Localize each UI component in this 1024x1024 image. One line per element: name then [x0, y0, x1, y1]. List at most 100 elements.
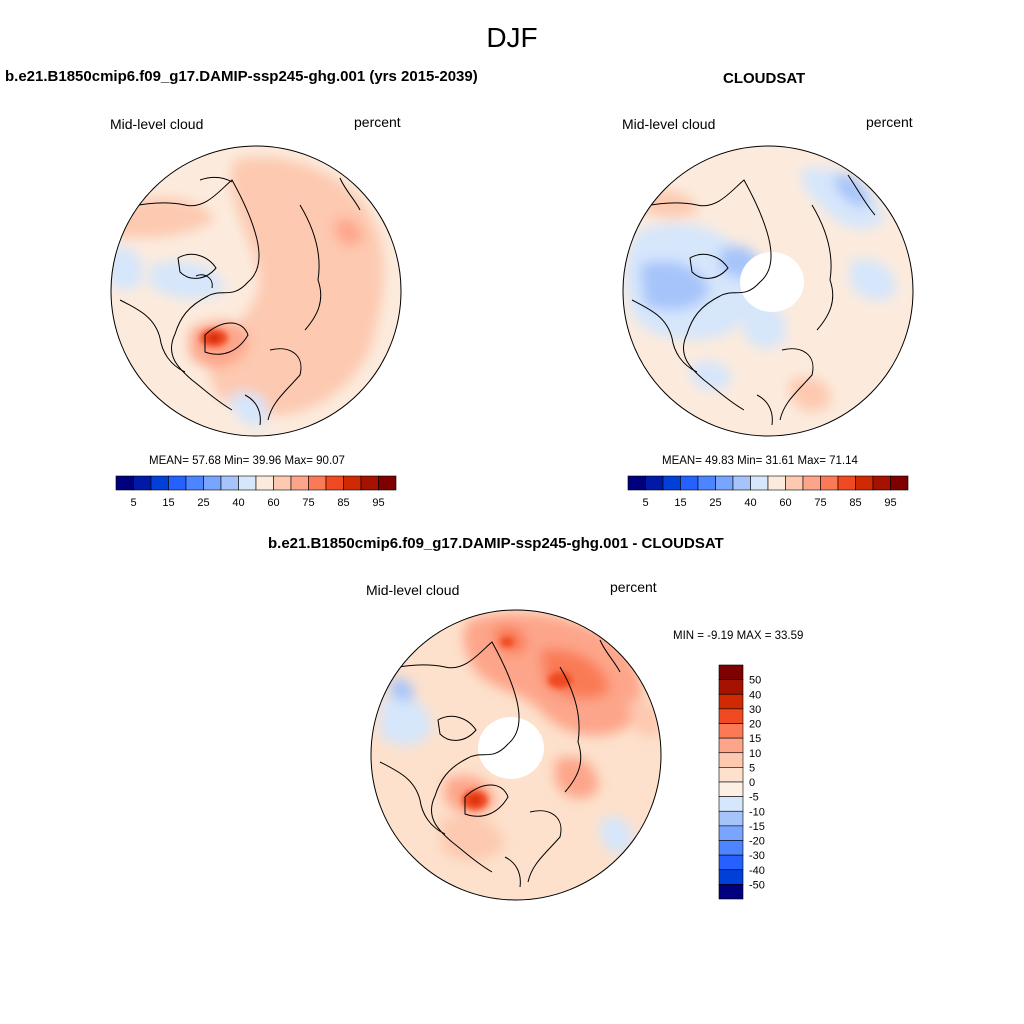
panel2-coastlines	[626, 174, 876, 426]
panel2-colorbar-box	[855, 475, 874, 491]
panel1-stats: MEAN= 57.68 Min= 39.96 Max= 90.07	[149, 455, 345, 467]
panel3-colorbar-tick-label: 0	[749, 777, 755, 789]
figure-title: DJF	[486, 22, 538, 53]
panel1-colorbar-tick-label: 40	[232, 497, 244, 509]
panel2-colorbar-box	[697, 475, 716, 491]
panel3-colorbar-tick-label: 20	[749, 719, 761, 731]
panel3-colorbar-box	[718, 693, 744, 710]
panel1-colorbar-box	[115, 475, 134, 491]
panel1-colorbar-tick-label: 75	[302, 497, 314, 509]
panel3-colorbar-tick-label: -40	[749, 865, 765, 877]
panel2-colorbar-tick-label: 95	[884, 497, 896, 509]
panel3-colorbar-tick-label: -30	[749, 850, 765, 862]
panel1-colorbar-box	[378, 475, 397, 491]
panel3-colorbar-tick-label: 50	[749, 675, 761, 687]
panel1-colorbar-box	[290, 475, 309, 491]
panel3-colorbar-box	[718, 781, 744, 797]
panel3-units-label: percent	[610, 579, 657, 595]
panel1-colorbar-box	[168, 475, 187, 491]
panel3-colorbar-box	[718, 796, 744, 812]
panel3-colorbar-box	[718, 854, 744, 871]
panel3-colorbar-tick-label: 10	[749, 748, 761, 760]
panel2-colorbar-box	[750, 475, 769, 491]
panel2-colorbar-tick-label: 15	[674, 497, 686, 509]
panel1-colorbar-box	[150, 475, 169, 491]
panel2-colorbar-box	[785, 475, 804, 491]
panel2-colorbar-tick-label: 85	[849, 497, 861, 509]
panel2-colorbar-tick-label: 25	[709, 497, 721, 509]
panel3-colorbar-tick-label: -20	[749, 836, 765, 848]
panel1-colorbar-box	[360, 475, 379, 491]
panel1-colorbar-box	[220, 475, 239, 491]
panel2-colorbar-box	[802, 475, 821, 491]
panel1-colorbar-tick-label: 15	[162, 497, 174, 509]
panel1-colorbar-tick-label: 5	[130, 497, 136, 509]
panel1-title: b.e21.B1850cmip6.f09_g17.DAMIP-ssp245-gh…	[5, 68, 478, 85]
panel2-colorbar-box	[645, 475, 664, 491]
panel3-title: b.e21.B1850cmip6.f09_g17.DAMIP-ssp245-gh…	[268, 535, 724, 552]
panel1-colorbar-tick-label: 60	[267, 497, 279, 509]
panel3-colorbar-box	[718, 810, 744, 827]
panel3-colorbar-tick-label: -15	[749, 821, 765, 833]
panel2-colorbar-tick-label: 5	[642, 497, 648, 509]
panel2-colorbar-box	[715, 475, 734, 491]
panel3-colorbar-tick-label: -5	[749, 792, 759, 804]
panel2-colorbar-box	[732, 475, 751, 491]
panel1-colorbar-box	[343, 475, 362, 491]
panel3-colorbar-tick-label: -10	[749, 806, 765, 818]
panel3-colorbar-box	[718, 664, 744, 680]
panel2-colorbar-box	[627, 475, 646, 491]
panel3-colorbar-tick-label: 15	[749, 733, 761, 745]
panel1-colorbar-box	[273, 475, 292, 491]
panel2-colorbar-box	[872, 475, 891, 491]
panel2-colorbar-tick-label: 60	[779, 497, 791, 509]
panel2-colorbar-tick-label: 40	[744, 497, 756, 509]
panel1-colorbar-box	[255, 475, 274, 491]
panel1-colorbar-box	[133, 475, 152, 491]
panel1-colorbar-box	[325, 475, 344, 491]
panel3-colorbar-box	[718, 708, 744, 724]
panel3-colorbar-box	[718, 679, 744, 695]
panel3-coastlines	[374, 639, 621, 888]
panel3-colorbar-tick-label: 40	[749, 689, 761, 701]
panel2-colorbar-tick-label: 75	[814, 497, 826, 509]
panel3-colorbar-box	[718, 752, 744, 768]
panel3-colorbar-box	[718, 767, 744, 783]
panel1-colorbar-box	[203, 475, 222, 491]
panel3-polar-map	[370, 609, 662, 901]
panel2-stats: MEAN= 49.83 Min= 31.61 Max= 71.14	[662, 455, 858, 467]
panel2-variable-label: Mid-level cloud	[622, 116, 716, 132]
panel1-colorbar-box	[238, 475, 257, 491]
panel1-polar-map	[110, 145, 402, 437]
panel3-colorbar-tick-label: -50	[749, 879, 765, 891]
panel2-colorbar: 5 15 25 40 60 75 85 95	[627, 475, 909, 509]
panel3-stats: MIN = -9.19 MAX = 33.59	[673, 630, 804, 642]
panel3-missing-pole	[478, 717, 544, 779]
panel2-colorbar-box	[837, 475, 856, 491]
panel3-colorbar-tick-label: 5	[749, 762, 755, 774]
panel2-colorbar-box	[680, 475, 699, 491]
panel3-colorbar-box	[718, 840, 744, 856]
panel2-polar-map	[622, 145, 914, 437]
panel3-colorbar-box	[718, 723, 744, 739]
panel3-colorbar-box	[718, 825, 744, 841]
panel3-colorbar-box	[718, 869, 744, 885]
panel1-map-border	[110, 145, 402, 437]
panel1-colorbar-tick-label: 95	[372, 497, 384, 509]
panel3-map-border	[370, 609, 662, 901]
panel1-variable-label: Mid-level cloud	[110, 116, 204, 132]
panel2-units-label: percent	[866, 114, 913, 130]
panel1-colorbar-tick-label: 85	[337, 497, 349, 509]
panel1-coastlines	[114, 176, 361, 426]
panel2-title: CLOUDSAT	[723, 70, 806, 87]
panel3-variable-label: Mid-level cloud	[366, 582, 460, 598]
panel2-colorbar-box	[767, 475, 786, 491]
panel3-colorbar-box	[718, 737, 744, 754]
panel1-colorbar: 5 15 25 40 60 75 85 95	[115, 475, 397, 509]
panel1-units-label: percent	[354, 114, 401, 130]
panel1-colorbar-box	[185, 475, 204, 491]
panel2-colorbar-box	[890, 475, 909, 491]
panel2-colorbar-box	[662, 475, 681, 491]
